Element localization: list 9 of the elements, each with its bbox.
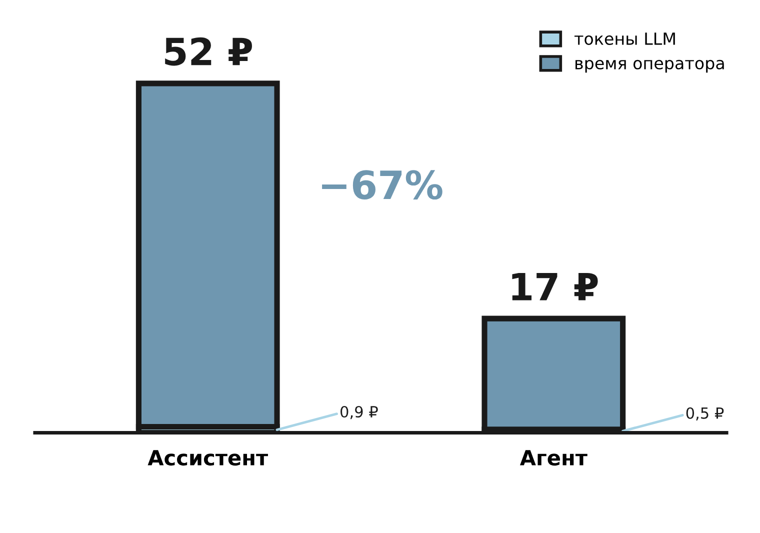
annotation: −67% <box>322 170 442 200</box>
data-label: 0,5 ₽ <box>686 407 724 420</box>
x-tick-label: Агент <box>520 450 588 466</box>
total-label: 52 ₽ <box>165 37 252 66</box>
data-label: 0,9 ₽ <box>340 406 378 420</box>
legend-label: время оператора <box>576 60 724 73</box>
x-tick-label: Ассистент <box>148 450 268 466</box>
total-label: 17 ₽ <box>512 272 598 300</box>
legend-label: токены LLM <box>574 32 675 45</box>
